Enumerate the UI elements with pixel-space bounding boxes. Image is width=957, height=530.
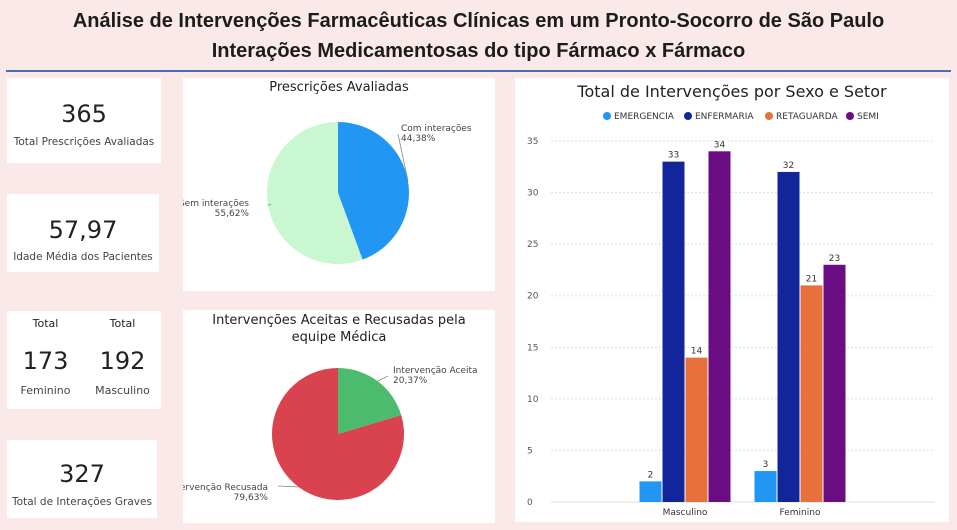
bar-value-label-0-0: 2 (648, 470, 654, 480)
kpi-prescriptions-label: Total Prescrições Avaliadas (13, 136, 155, 148)
bar-0-1 (662, 161, 685, 502)
x-tick-label-1: Feminino (780, 508, 821, 518)
y-tick-label-5: 25 (527, 240, 538, 250)
y-tick-label-0: 0 (527, 498, 533, 508)
pie-interventions-title: Intervenções Aceitas e Recusadas pela eq… (212, 313, 466, 345)
pie-slice-1-0 (338, 368, 402, 434)
kpi-female-label: Feminino (20, 384, 71, 397)
kpi-card-sex: Total Total 173 192 Feminino Masculino (7, 311, 161, 409)
legend-marker-2 (765, 112, 773, 120)
kpi-age-label: Idade Média dos Pacientes (13, 251, 153, 263)
pie-value-label-1-1: 79,63% (234, 493, 269, 503)
kpi-male-label: Masculino (95, 384, 150, 397)
pie-prescriptions-title: Prescrições Avaliadas (269, 80, 409, 95)
bar-value-label-0-1: 33 (668, 151, 679, 161)
kpi-male-value: 192 (99, 347, 146, 375)
pie-label-0-1: Sem interações (183, 199, 249, 209)
bar-value-label-1-2: 21 (806, 274, 817, 284)
bar-1-2 (800, 285, 823, 502)
kpi-age-value: 57,97 (48, 216, 118, 244)
legend-label-0: EMERGENCIA (614, 112, 675, 122)
bar-0-0 (639, 481, 662, 502)
pie-slice-0-1 (267, 122, 363, 264)
dashboard-subtitle: Interações Medicamentosas do tipo Fármac… (211, 40, 746, 62)
y-tick-label-2: 10 (527, 395, 539, 405)
y-tick-label-7: 35 (527, 137, 538, 147)
dashboard-header: Análise de Intervenções Farmacêuticas Cl… (0, 0, 957, 72)
pie-leader-0-0 (397, 133, 409, 181)
pie-label-0-0: Com interações (401, 124, 472, 134)
legend-marker-3 (846, 112, 854, 120)
kpi-card-severe: 327 Total de Interações Graves (7, 440, 157, 518)
legend-label-3: SEMI (857, 112, 879, 122)
kpi-card-prescriptions: 365 Total Prescrições Avaliadas (7, 78, 161, 163)
y-tick-label-4: 20 (527, 292, 539, 302)
pie-leader-1-1 (277, 485, 299, 488)
kpi-female-top: Total (32, 317, 59, 330)
bar-value-label-0-3: 34 (714, 140, 726, 150)
dashboard-title: Análise de Intervenções Farmacêuticas Cl… (72, 10, 885, 32)
pie-leader-1-0 (377, 375, 389, 382)
bar-0-2 (685, 357, 708, 502)
legend-marker-1 (684, 112, 692, 120)
y-tick-label-1: 5 (527, 446, 533, 456)
bar-value-label-0-2: 14 (691, 347, 703, 357)
bar-panel: Total de Intervenções por Sexo e Setor E… (515, 78, 949, 522)
y-tick-label-3: 15 (527, 343, 538, 353)
kpi-male-top: Total (109, 317, 136, 330)
bar-chart-sex-sector: EMERGENCIA ENFERMARIA RETAGUARDA SEMI 0 5 10 15… (527, 112, 935, 518)
pie-slice-0-0 (338, 122, 410, 260)
kpi-card-age: 57,97 Idade Média dos Pacientes (7, 194, 159, 272)
bar-1-1 (777, 171, 800, 502)
pie-value-label-0-1: 55,62% (215, 209, 250, 219)
kpi-severe-value: 327 (59, 460, 105, 488)
pie-panel-prescriptions: Prescrições Avaliadas Com interações 44,3… (183, 78, 495, 291)
y-tick-label-6: 30 (527, 189, 539, 199)
legend-marker-0 (603, 112, 611, 120)
pie-value-label-0-0: 44,38% (401, 134, 436, 144)
pie-label-1-1: Intervenção Recusada (183, 483, 268, 493)
legend-label-1: ENFERMARIA (695, 112, 754, 122)
bar-chart-title: Total de Intervenções por Sexo e Setor (577, 82, 887, 101)
pie-slice-1-1 (272, 368, 404, 500)
pie-panel-interventions: Intervenções Aceitas e Recusadas pela eq… (183, 310, 495, 523)
x-tick-label-0: Masculino (663, 508, 708, 518)
pie-leader-0-1 (267, 203, 272, 206)
bar-value-label-1-1: 32 (783, 161, 794, 171)
pie-value-label-1-0: 20,37% (393, 376, 428, 386)
kpi-severe-label: Total de Interações Graves (12, 496, 152, 508)
header-divider (6, 70, 951, 72)
bar-1-0 (754, 471, 777, 502)
pie-label-1-0: Intervenção Aceita (393, 366, 478, 376)
kpi-prescriptions-value: 365 (61, 100, 107, 128)
kpi-female-value: 173 (22, 347, 69, 375)
bar-0-3 (708, 151, 731, 503)
legend-label-2: RETAGUARDA (776, 112, 838, 122)
bar-value-label-1-0: 3 (763, 460, 769, 470)
bar-value-label-1-3: 23 (829, 254, 840, 264)
bar-1-3 (823, 264, 846, 502)
